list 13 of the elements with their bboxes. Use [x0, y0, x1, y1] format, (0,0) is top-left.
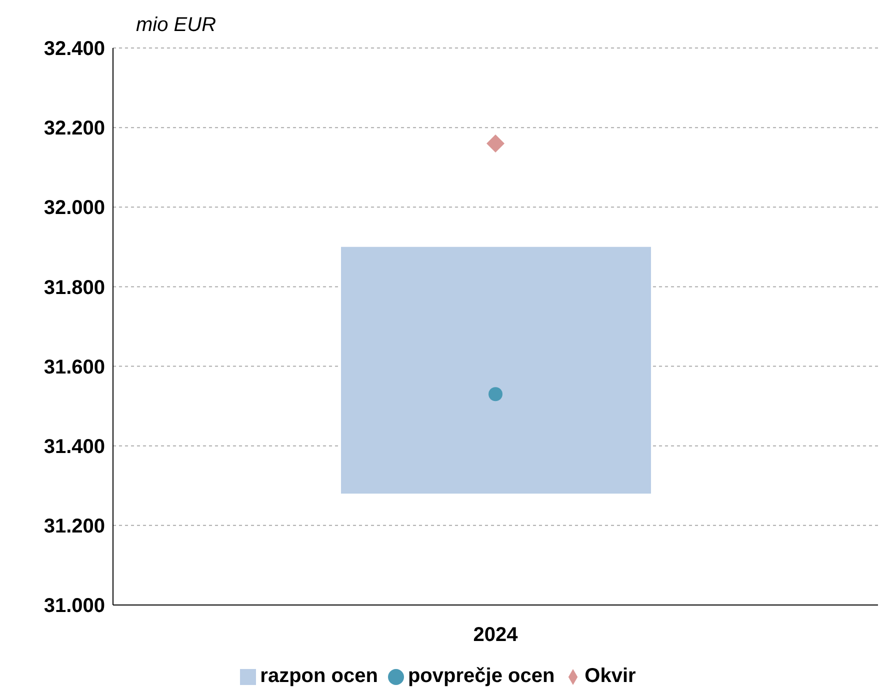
- y-tick-label: 31.000: [44, 595, 105, 618]
- y-tick-label: 32.400: [44, 38, 105, 60]
- y-axis-title: mio EUR: [136, 14, 216, 37]
- y-tick-label: 31.800: [44, 276, 105, 299]
- y-tick-label: 31.400: [44, 436, 105, 458]
- x-tick-label: 2024: [473, 624, 519, 646]
- y-tick-label: 32.000: [44, 197, 105, 220]
- legend-label: razpon ocen: [260, 665, 378, 687]
- legend-label: povprečje ocen: [408, 665, 555, 687]
- y-tick-label: 31.200: [44, 516, 105, 538]
- y-tick-label: 31.600: [44, 356, 105, 378]
- y-tick-label: 32.200: [44, 118, 105, 140]
- legend-label: Okvir: [584, 665, 636, 687]
